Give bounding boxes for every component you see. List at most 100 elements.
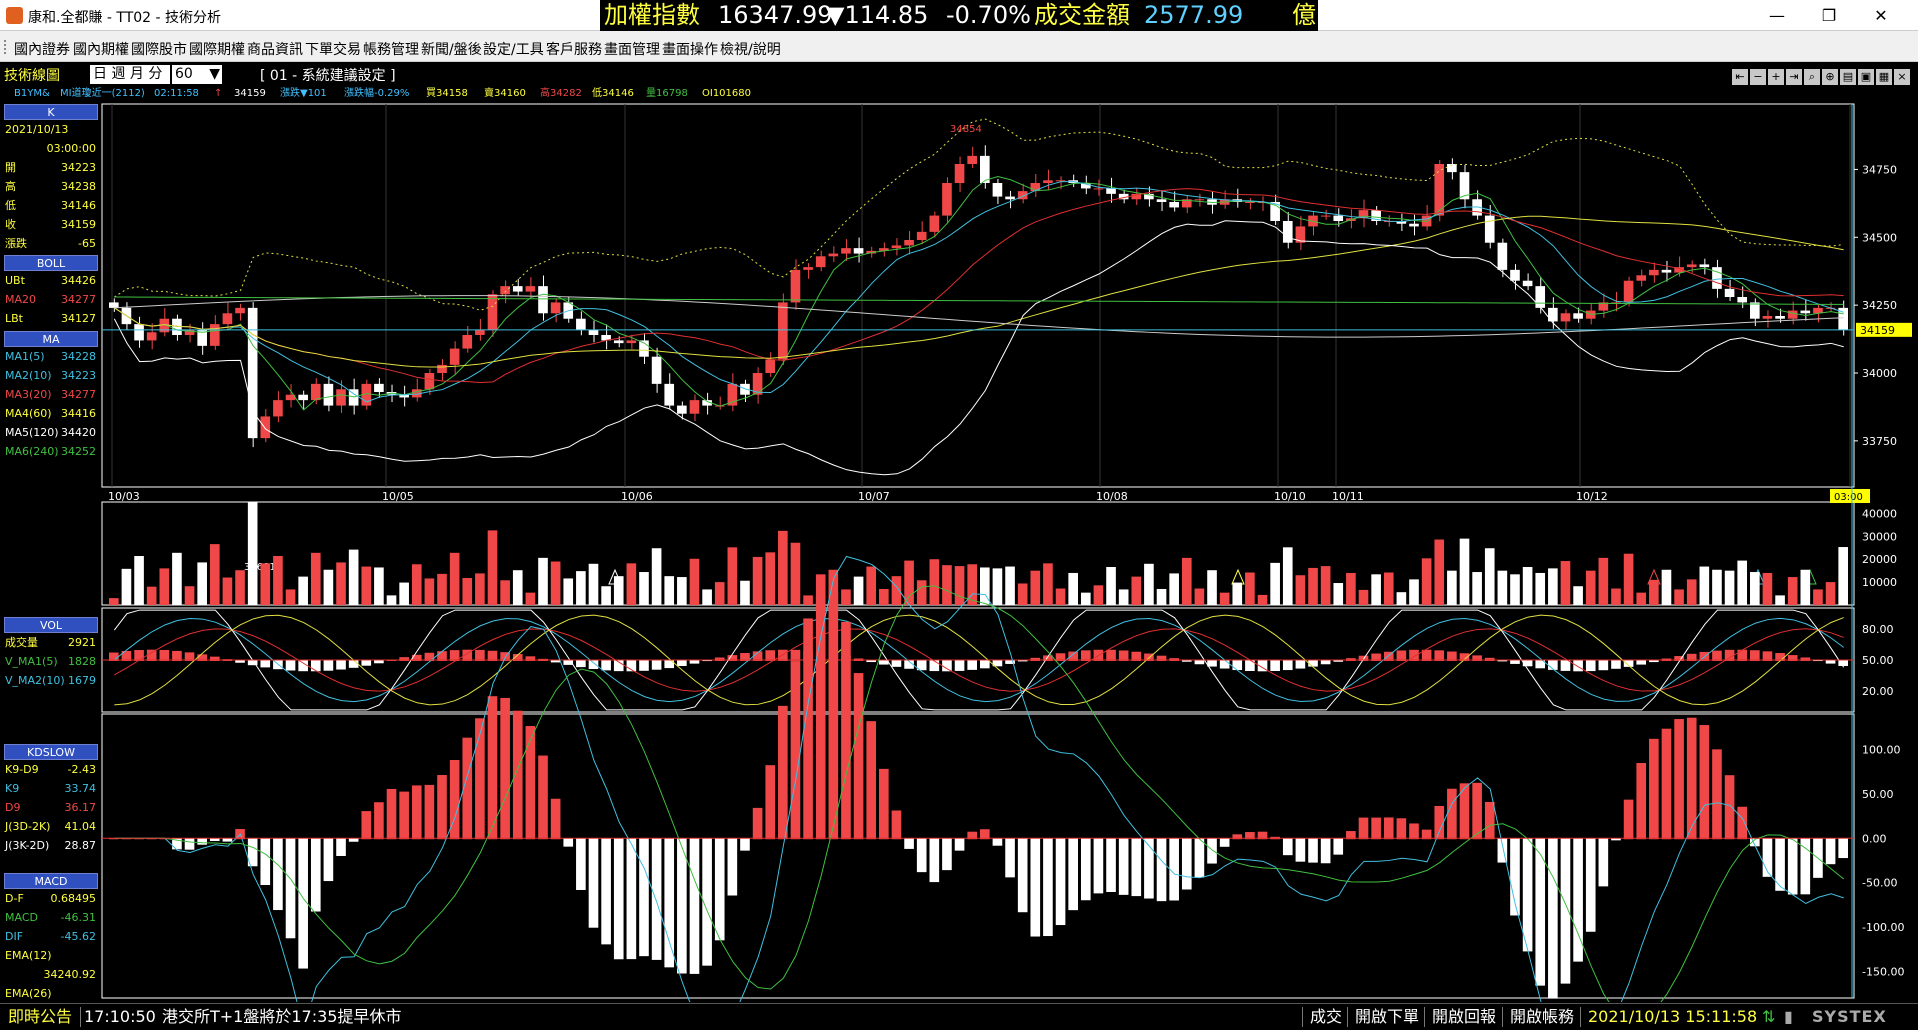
y-tick-label: 34250: [1862, 299, 1897, 312]
minimize-button[interactable]: —: [1769, 6, 1785, 25]
k-row-label: 漲跌: [5, 237, 27, 250]
x-tick-label: 10/08: [1096, 490, 1128, 503]
macd-bar: [1118, 838, 1129, 895]
scroll-right-icon[interactable]: ⇥: [1786, 69, 1802, 85]
menu-item-8[interactable]: 設定/工具: [483, 42, 544, 58]
kd-bar: [1194, 660, 1205, 665]
kd-bar: [1598, 660, 1609, 671]
candle-body: [1447, 164, 1457, 173]
volume-bar: [159, 568, 170, 605]
x-tick-label: 10/05: [382, 490, 414, 503]
volume-bar: [1434, 539, 1445, 605]
settings-label[interactable]: [ 01 - 系統建議設定 ]: [260, 68, 396, 84]
save-icon[interactable]: ▣: [1858, 69, 1874, 85]
macd-bar: [285, 838, 296, 939]
menu-item-4[interactable]: 商品資訊: [247, 42, 303, 58]
menu-item-1[interactable]: 國內期權: [73, 42, 129, 58]
trades-button[interactable]: 成交: [1310, 1007, 1343, 1026]
interval-select[interactable]: 60 ▼: [172, 65, 222, 84]
kd-bar: [1055, 653, 1066, 661]
kd-bar: [929, 660, 940, 672]
search-icon[interactable]: ⌕: [1804, 69, 1820, 85]
kd-bar: [1333, 660, 1344, 662]
kd-bar: [891, 660, 902, 667]
close-button[interactable]: ✕: [1874, 6, 1888, 25]
ma-row-value: 34223: [61, 369, 96, 382]
close-chart-icon[interactable]: ×: [1894, 69, 1910, 85]
candle-body: [841, 248, 851, 254]
volume-bar: [1762, 572, 1773, 605]
open-order-button[interactable]: 開啟下單: [1355, 1007, 1420, 1026]
candle-body: [1358, 210, 1369, 219]
volume-bar: [1750, 572, 1760, 605]
brand-logo: SYSTEX: [1812, 1007, 1887, 1026]
zoom-out-icon[interactable]: −: [1750, 69, 1766, 85]
menu-item-12[interactable]: 檢視/說明: [720, 42, 781, 58]
menu-item-9[interactable]: 客戶服務: [546, 42, 602, 58]
volume-bar: [980, 567, 990, 605]
volume-bar: [298, 576, 308, 605]
scroll-left-icon[interactable]: ⇤: [1732, 69, 1748, 85]
kd-bar: [1030, 657, 1041, 661]
candle-body: [1030, 183, 1041, 192]
kd-row: J(3D-2K) 41.04: [4, 817, 98, 836]
macd-bar: [1724, 775, 1735, 840]
volume-bar: [247, 502, 258, 605]
candle-body: [1712, 267, 1722, 289]
announcement-message: 港交所T+1盤將於17:35提早休市: [162, 1007, 402, 1026]
candle-body: [487, 294, 498, 330]
menu-item-5[interactable]: 下單交易: [305, 42, 361, 58]
volume-bar: [1724, 570, 1735, 605]
macd-bar: [1093, 838, 1104, 894]
menu-item-3[interactable]: 國際期權: [189, 42, 245, 58]
quote-buy: 買34158: [426, 88, 468, 99]
kd-axis-label: 80.00: [1862, 623, 1894, 636]
macd-bar: [563, 838, 574, 847]
chart-canvas[interactable]: 10/03 10/05 10/06 10/07 10/08 10/10 10/11 10/12…: [0, 102, 1918, 1002]
candle-body: [853, 248, 864, 254]
kd-bar: [1371, 653, 1381, 661]
candle-body: [1118, 193, 1129, 200]
kd-row-label: J(3D-2K): [5, 820, 51, 833]
kd-bar: [1118, 650, 1129, 661]
candle-body: [929, 215, 940, 232]
macd-bar: [942, 838, 952, 871]
kd-bar: [159, 649, 170, 661]
print-icon[interactable]: ▤: [1840, 69, 1856, 85]
vol-panel: VOL 成交量 2921 V_MA1(5) 1828 V_MA2(10) 1679: [4, 617, 98, 690]
dropdown-arrow-icon: ▼: [209, 66, 220, 82]
open-report-button[interactable]: 開啟回報: [1432, 1007, 1497, 1026]
candle-body: [1282, 221, 1293, 243]
menu-item-11[interactable]: 畫面操作: [662, 42, 718, 58]
boll-row-value: 34426: [61, 274, 96, 287]
layout-icon[interactable]: ▦: [1876, 69, 1892, 85]
macd-axis-label: 50.00: [1862, 788, 1894, 801]
k-row: 低 34146: [4, 196, 98, 215]
menu-item-10[interactable]: 畫面管理: [604, 42, 660, 58]
macd-bar: [1484, 801, 1495, 840]
ma240-line: [114, 296, 1844, 305]
menu-item-2[interactable]: 國際股市: [131, 42, 187, 58]
macd-axis-label: 100.00: [1862, 744, 1901, 757]
candle-body: [247, 307, 258, 439]
volume-bar: [992, 568, 1003, 605]
maximize-button[interactable]: ❐: [1821, 6, 1837, 25]
menu-item-0[interactable]: 國內證券: [14, 42, 70, 58]
ma-panel-header: MA: [4, 331, 98, 347]
lock-icon: ▮: [1784, 1007, 1793, 1026]
macd-bar: [1055, 838, 1066, 926]
magnify-icon[interactable]: ⊕: [1822, 69, 1838, 85]
volume-bar: [664, 576, 675, 605]
ticker-percent: -0.70%: [946, 1, 1031, 29]
macd-bar: [260, 838, 271, 886]
macd-bar: [1712, 749, 1722, 840]
k-row-label: 高: [5, 180, 16, 193]
price-pane: [101, 103, 1855, 488]
open-account-button[interactable]: 開啟帳務: [1510, 1007, 1575, 1026]
menu-item-7[interactable]: 新聞/盤後: [421, 42, 482, 58]
period-selector[interactable]: 日 週 月 分: [90, 65, 170, 84]
menu-item-6[interactable]: 帳務管理: [363, 42, 419, 58]
volume-bar: [1699, 566, 1710, 605]
macd-bar: [626, 838, 637, 960]
zoom-in-icon[interactable]: +: [1768, 69, 1784, 85]
